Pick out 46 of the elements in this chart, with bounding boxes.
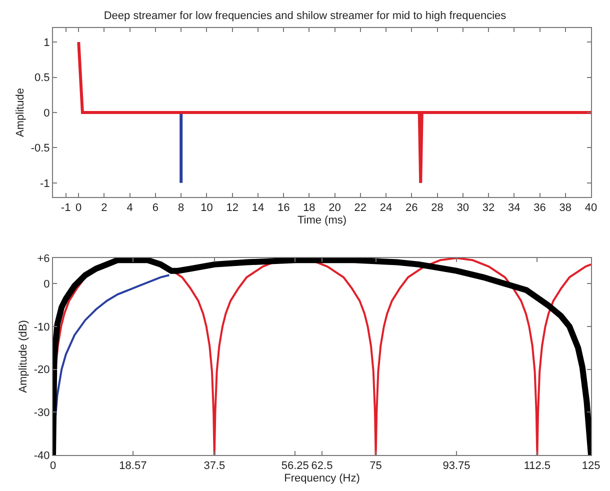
y-tick-label: -10 — [34, 321, 50, 334]
x-tick-label: 93.75 — [442, 460, 470, 472]
x-tick-label: 37.5 — [204, 460, 226, 472]
y-tick-label: 1 — [44, 36, 50, 49]
y-tick-label: -1 — [40, 178, 50, 190]
chart-title: Deep streamer for low frequencies and shilow streamer for mid to high frequencies — [104, 10, 507, 22]
x-tick-label: 2 — [101, 202, 108, 214]
x-tick-label: 0 — [76, 202, 82, 214]
y-tick-label: -30 — [34, 407, 50, 420]
x-tick-label: 40 — [584, 202, 598, 214]
x-tick-label: 8 — [178, 202, 184, 214]
y-tick-label: +6 — [37, 252, 50, 265]
y-axis-title: Amplitude (dB) — [18, 320, 30, 393]
x-tick-label: 16 — [277, 202, 290, 214]
x-tick-label: 62.5 — [311, 460, 333, 472]
y-tick-label: 0 — [44, 107, 50, 120]
x-tick-label: 12 — [226, 202, 238, 214]
x-tick-label: 30 — [456, 202, 470, 214]
y-tick-label: 0 — [44, 278, 50, 291]
x-tick-label: 32 — [482, 202, 495, 214]
x-tick-label: 34 — [508, 202, 520, 214]
x-axis-title: Time (ms) — [297, 214, 347, 226]
x-tick-label: 56.25 — [281, 460, 309, 472]
x-tick-label: 26 — [406, 202, 418, 214]
x-tick-label: 24 — [380, 202, 392, 214]
x-tick-label: 125 — [582, 460, 600, 472]
x-tick-label: 4 — [126, 202, 133, 214]
x-tick-label: 36 — [534, 202, 546, 214]
x-tick-label: 18 — [303, 202, 316, 214]
x-tick-label: 18.57 — [119, 460, 147, 472]
y-tick-label: 0.5 — [34, 72, 50, 84]
x-tick-label: 28 — [431, 202, 444, 214]
y-tick-label: -0.5 — [30, 142, 50, 155]
y-tick-label: -40 — [34, 450, 50, 462]
x-tick-label: 10 — [200, 202, 213, 214]
x-tick-label: 22 — [354, 202, 367, 214]
y-axis-title: Amplitude — [14, 88, 26, 137]
x-axis-title: Frequency (Hz) — [284, 472, 360, 484]
x-tick-label: -1 — [60, 202, 71, 214]
x-tick-label: 20 — [328, 202, 341, 214]
x-tick-label: 6 — [152, 202, 159, 214]
x-tick-label: 14 — [252, 202, 264, 214]
y-tick-label: -20 — [34, 364, 50, 376]
x-tick-label: 112.5 — [524, 460, 551, 472]
x-tick-label: 75 — [370, 460, 382, 472]
x-tick-label: 38 — [559, 202, 572, 214]
